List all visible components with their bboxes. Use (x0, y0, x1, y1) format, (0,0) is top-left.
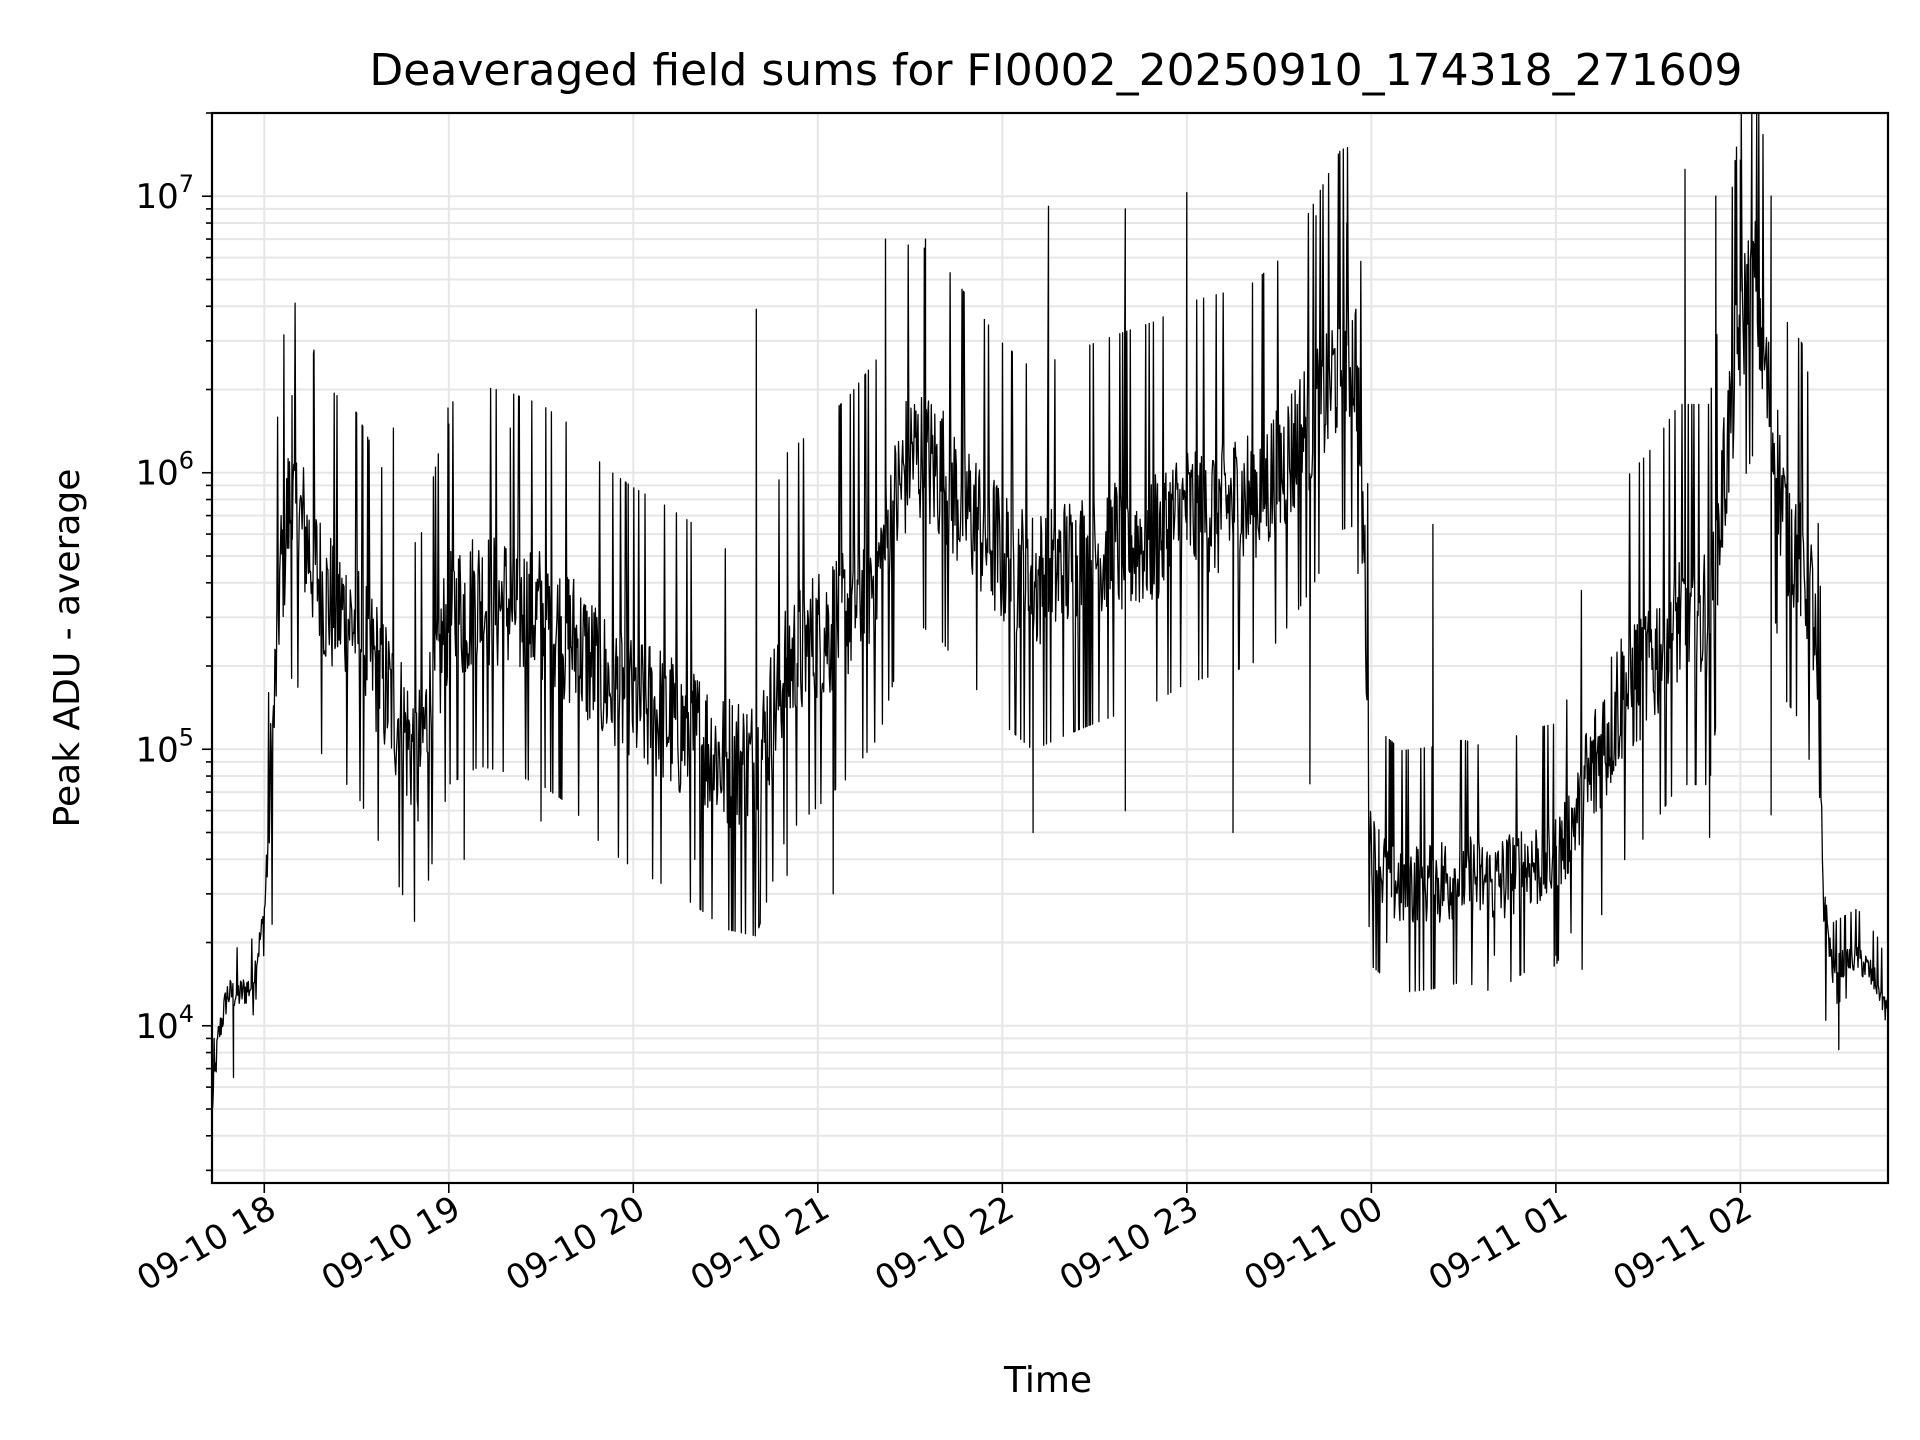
y-tick-label: 105 (135, 723, 194, 770)
plot-frame (210, 111, 1890, 1185)
x-axis-label: Time (1003, 1360, 1092, 1401)
y-tick-label: 106 (135, 447, 194, 494)
series-group (211, 112, 1889, 1109)
y-tick-label: 107 (135, 170, 194, 217)
series-line (211, 112, 1889, 1109)
y-tick-label: 104 (135, 1000, 194, 1047)
y-axis-label: Peak ADU - average (47, 469, 88, 828)
chart-title: Deaveraged field sums for FI0002_2025091… (369, 45, 1742, 96)
y-ticks: 104 105 106 107 (135, 112, 212, 1172)
